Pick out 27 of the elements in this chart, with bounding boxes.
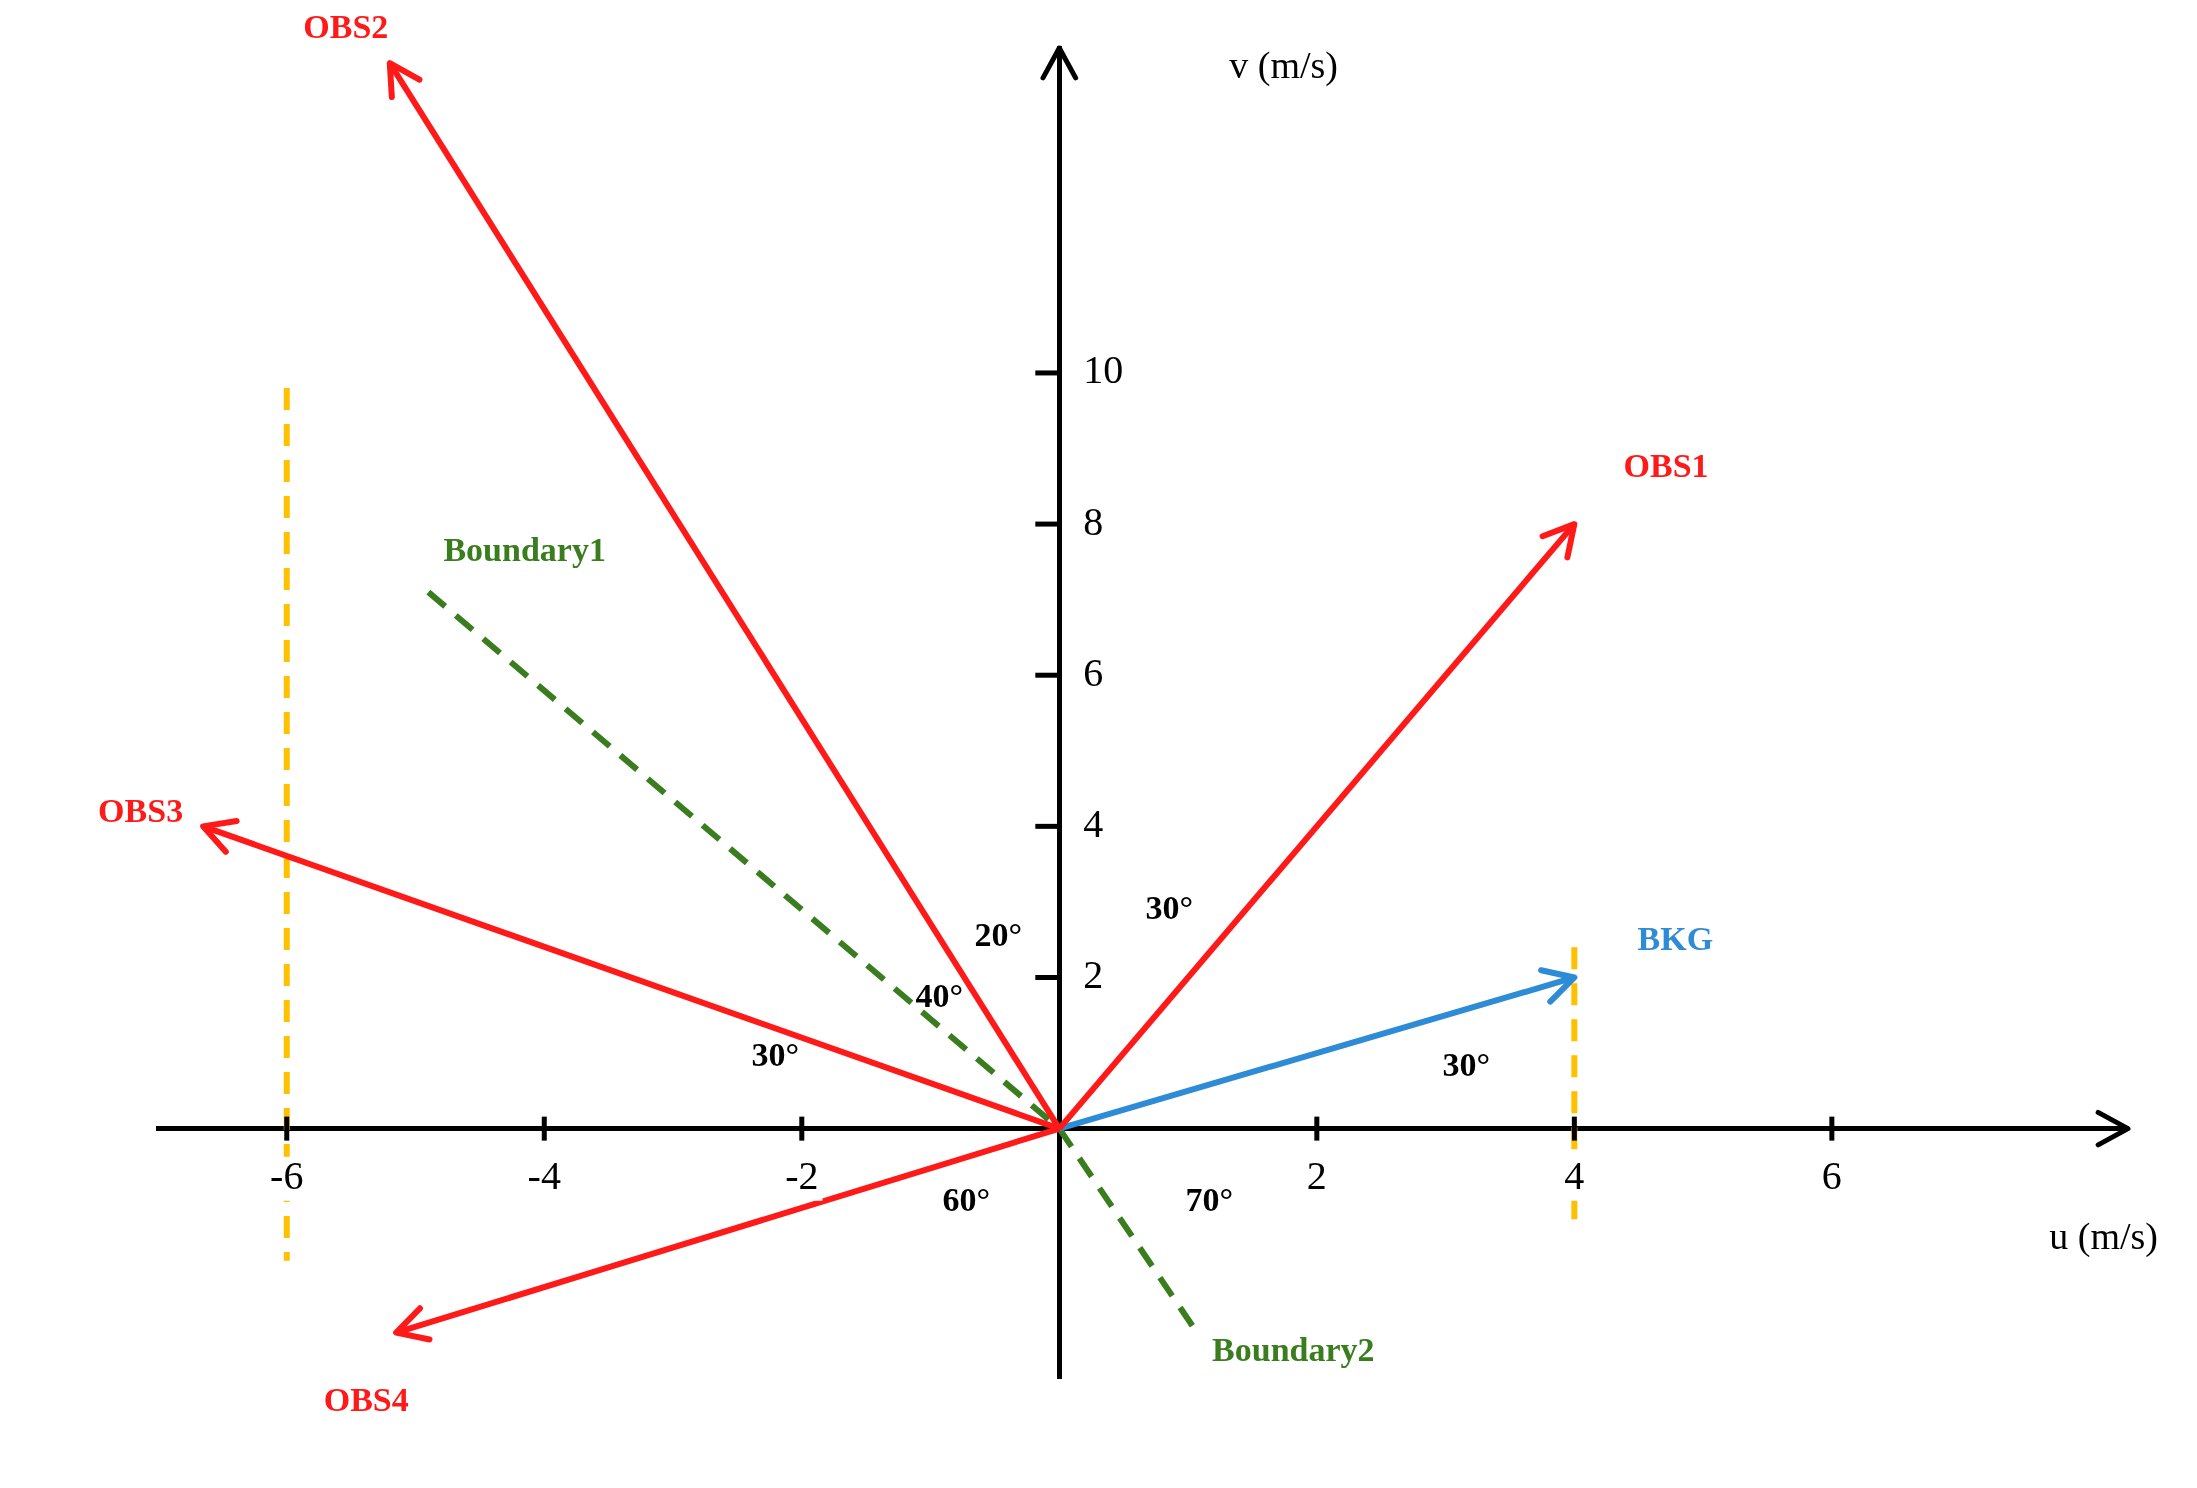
annotation: Boundary2 xyxy=(1212,1331,1375,1369)
annotation: Boundary1 xyxy=(443,530,606,568)
x-tick-label: -4 xyxy=(527,1153,561,1199)
annotation: 70° xyxy=(1185,1181,1234,1219)
series-label: OBS4 xyxy=(323,1381,409,1419)
x-tick-label: -2 xyxy=(785,1153,819,1199)
series-label: OBS3 xyxy=(98,791,184,829)
x-tick-label: 4 xyxy=(1564,1153,1585,1199)
annotation: 40° xyxy=(915,977,964,1015)
series-label: OBS2 xyxy=(303,8,389,46)
y-tick-label: 2 xyxy=(1083,951,1104,997)
y-tick-label: 6 xyxy=(1083,649,1104,695)
y-tick-label: 10 xyxy=(1083,347,1124,393)
x-axis-title: u (m/s) xyxy=(2049,1214,2158,1258)
y-tick-label: 4 xyxy=(1083,800,1104,846)
annotation: 30° xyxy=(751,1036,800,1074)
y-tick-label: 8 xyxy=(1083,498,1104,544)
annotation: 60° xyxy=(942,1181,991,1219)
x-tick-label: 6 xyxy=(1821,1153,1842,1199)
annotation: 30° xyxy=(1145,889,1194,927)
annotation: 20° xyxy=(974,916,1023,954)
x-tick-label: 2 xyxy=(1306,1153,1327,1199)
series-label: OBS1 xyxy=(1623,447,1709,485)
x-tick-label: -6 xyxy=(270,1153,304,1199)
series-label: BKG xyxy=(1637,920,1714,958)
y-axis-title: v (m/s) xyxy=(1229,43,1339,87)
annotation: 30° xyxy=(1442,1046,1491,1084)
